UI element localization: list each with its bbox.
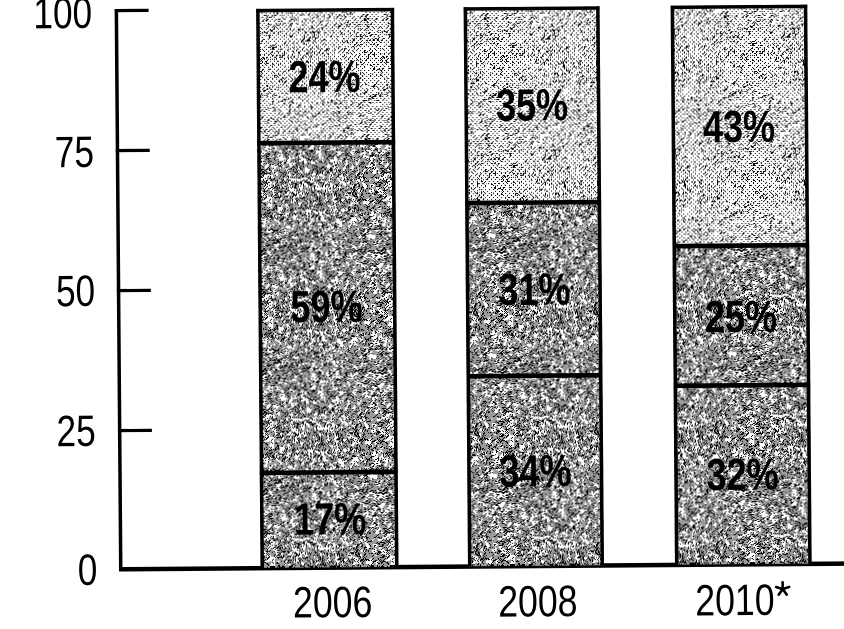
svg-text:50: 50	[56, 267, 96, 316]
svg-text:34%: 34%	[499, 445, 571, 497]
svg-text:35%: 35%	[496, 79, 568, 131]
svg-text:25%: 25%	[705, 291, 777, 343]
svg-text:59%: 59%	[290, 281, 362, 333]
svg-text:25: 25	[56, 407, 96, 456]
svg-text:43%: 43%	[703, 101, 775, 153]
svg-text:17%: 17%	[294, 493, 366, 545]
svg-text:31%: 31%	[498, 264, 570, 316]
svg-text:0: 0	[78, 546, 98, 595]
svg-text:2006: 2006	[293, 578, 373, 628]
svg-text:100: 100	[33, 0, 92, 38]
svg-text:32%: 32%	[706, 449, 778, 501]
svg-text:24%: 24%	[288, 51, 360, 103]
svg-text:75: 75	[55, 128, 95, 177]
svg-text:2010: 2010	[695, 576, 775, 626]
svg-text:2008: 2008	[498, 577, 578, 627]
